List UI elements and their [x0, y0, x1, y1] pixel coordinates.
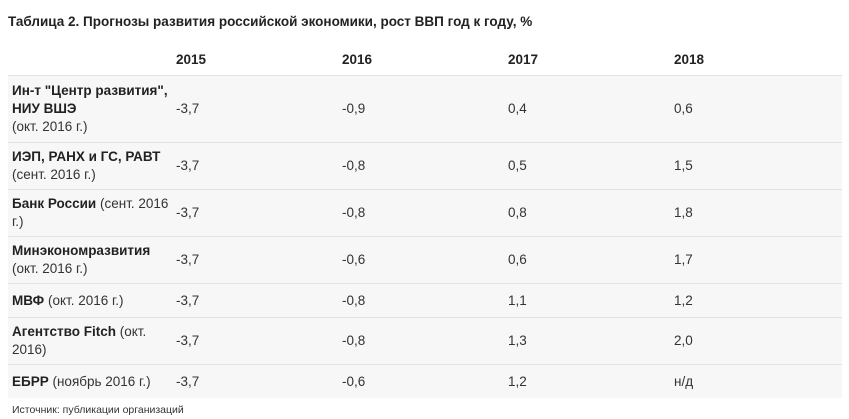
value-2015: -3,7 — [176, 142, 342, 190]
table-row: Минэкономразвития (окт. 2016 г.) -3,7 -0,… — [8, 236, 842, 284]
value-2017: 0,6 — [508, 236, 674, 284]
value-2018: 0,6 — [674, 75, 842, 143]
value-2016: -0,8 — [342, 142, 508, 190]
org-name: Минэкономразвития — [12, 243, 151, 258]
org-name: ИЭП, РАНХ и ГС, РАВТ — [12, 149, 161, 164]
table-row: МВФ (окт. 2016 г.) -3,7 -0,8 1,1 1,2 — [8, 283, 842, 318]
value-2017: 1,3 — [508, 317, 674, 365]
table-row: Банк России (сент. 2016 г.) -3,7 -0,8 0,… — [8, 189, 842, 237]
value-2017: 0,5 — [508, 142, 674, 190]
value-2015: -3,7 — [176, 236, 342, 284]
value-2016: -0,8 — [342, 317, 508, 365]
value-2018: 2,0 — [674, 317, 842, 365]
value-2018: 1,7 — [674, 236, 842, 284]
value-2017: 1,1 — [508, 283, 674, 318]
table-row: Агентство Fitch (окт. 2016) -3,7 -0,8 1,… — [8, 317, 842, 365]
value-2015: -3,7 — [176, 189, 342, 237]
header-row: 2015 2016 2017 2018 — [8, 43, 842, 76]
value-2017: 0,4 — [508, 75, 674, 143]
value-2018: н/д — [674, 364, 842, 398]
forecast-date: (сент. 2016 г.) — [12, 196, 169, 229]
value-2015: -3,7 — [176, 317, 342, 365]
row-label: Минэкономразвития (окт. 2016 г.) — [8, 236, 176, 284]
value-2017: 1,2 — [508, 364, 674, 398]
org-name: Банк России — [12, 196, 97, 211]
value-2018: 1,2 — [674, 283, 842, 318]
row-label: Агентство Fitch (окт. 2016) — [8, 317, 176, 365]
value-2015: -3,7 — [176, 75, 342, 143]
org-name: Ин-т "Центр развития", НИУ ВШЭ — [12, 83, 168, 116]
value-2016: -0,6 — [342, 364, 508, 398]
org-name: МВФ — [12, 292, 45, 308]
header-cell-org — [8, 43, 176, 76]
table-row: Ин-т "Центр развития", НИУ ВШЭ (окт. 2016… — [8, 75, 842, 143]
row-label: МВФ (окт. 2016 г.) — [8, 283, 176, 318]
value-2016: -0,8 — [342, 189, 508, 237]
forecast-date: (окт. 2016 г.) — [12, 261, 88, 276]
value-2015: -3,7 — [176, 283, 342, 318]
org-name: Агентство Fitch — [12, 324, 116, 339]
value-2016: -0,8 — [342, 283, 508, 318]
header-cell-2018: 2018 — [674, 51, 705, 67]
forecast-date: (окт. 2016) — [12, 324, 147, 357]
value-2015: -3,7 — [176, 364, 342, 398]
row-label: Банк России (сент. 2016 г.) — [8, 189, 176, 237]
header-cell-2015: 2015 — [176, 51, 207, 67]
org-name: ЕБРР — [12, 373, 49, 389]
row-label: Ин-т "Центр развития", НИУ ВШЭ (окт. 2016… — [8, 75, 176, 143]
forecast-date: (окт. 2016 г.) — [12, 119, 88, 134]
forecast-date: (окт. 2016 г.) — [47, 292, 124, 308]
value-2018: 1,8 — [674, 189, 842, 237]
header-cell-2016: 2016 — [342, 51, 373, 67]
value-2018: 1,5 — [674, 142, 842, 190]
table-row: ИЭП, РАНХ и ГС, РАВТ (сент. 2016 г.) -3,7… — [8, 142, 842, 190]
source-note: Источник: публикации организаций — [12, 404, 184, 416]
gdp-forecast-table: 2015 2016 2017 2018 Ин-т "Центр развития… — [8, 43, 842, 398]
row-label: ИЭП, РАНХ и ГС, РАВТ (сент. 2016 г.) — [8, 142, 176, 190]
table-title: Таблица 2. Прогнозы развития российской … — [8, 14, 533, 29]
header-cell-2017: 2017 — [508, 51, 539, 67]
value-2016: -0,6 — [342, 236, 508, 284]
forecast-date: (сент. 2016 г.) — [12, 167, 96, 182]
table-row: ЕБРР (ноябрь 2016 г.) -3,7 -0,6 1,2 н/д — [8, 364, 842, 398]
value-2017: 0,8 — [508, 189, 674, 237]
row-label: ЕБРР (ноябрь 2016 г.) — [8, 364, 176, 398]
forecast-date: (ноябрь 2016 г.) — [52, 373, 151, 389]
value-2016: -0,9 — [342, 75, 508, 143]
